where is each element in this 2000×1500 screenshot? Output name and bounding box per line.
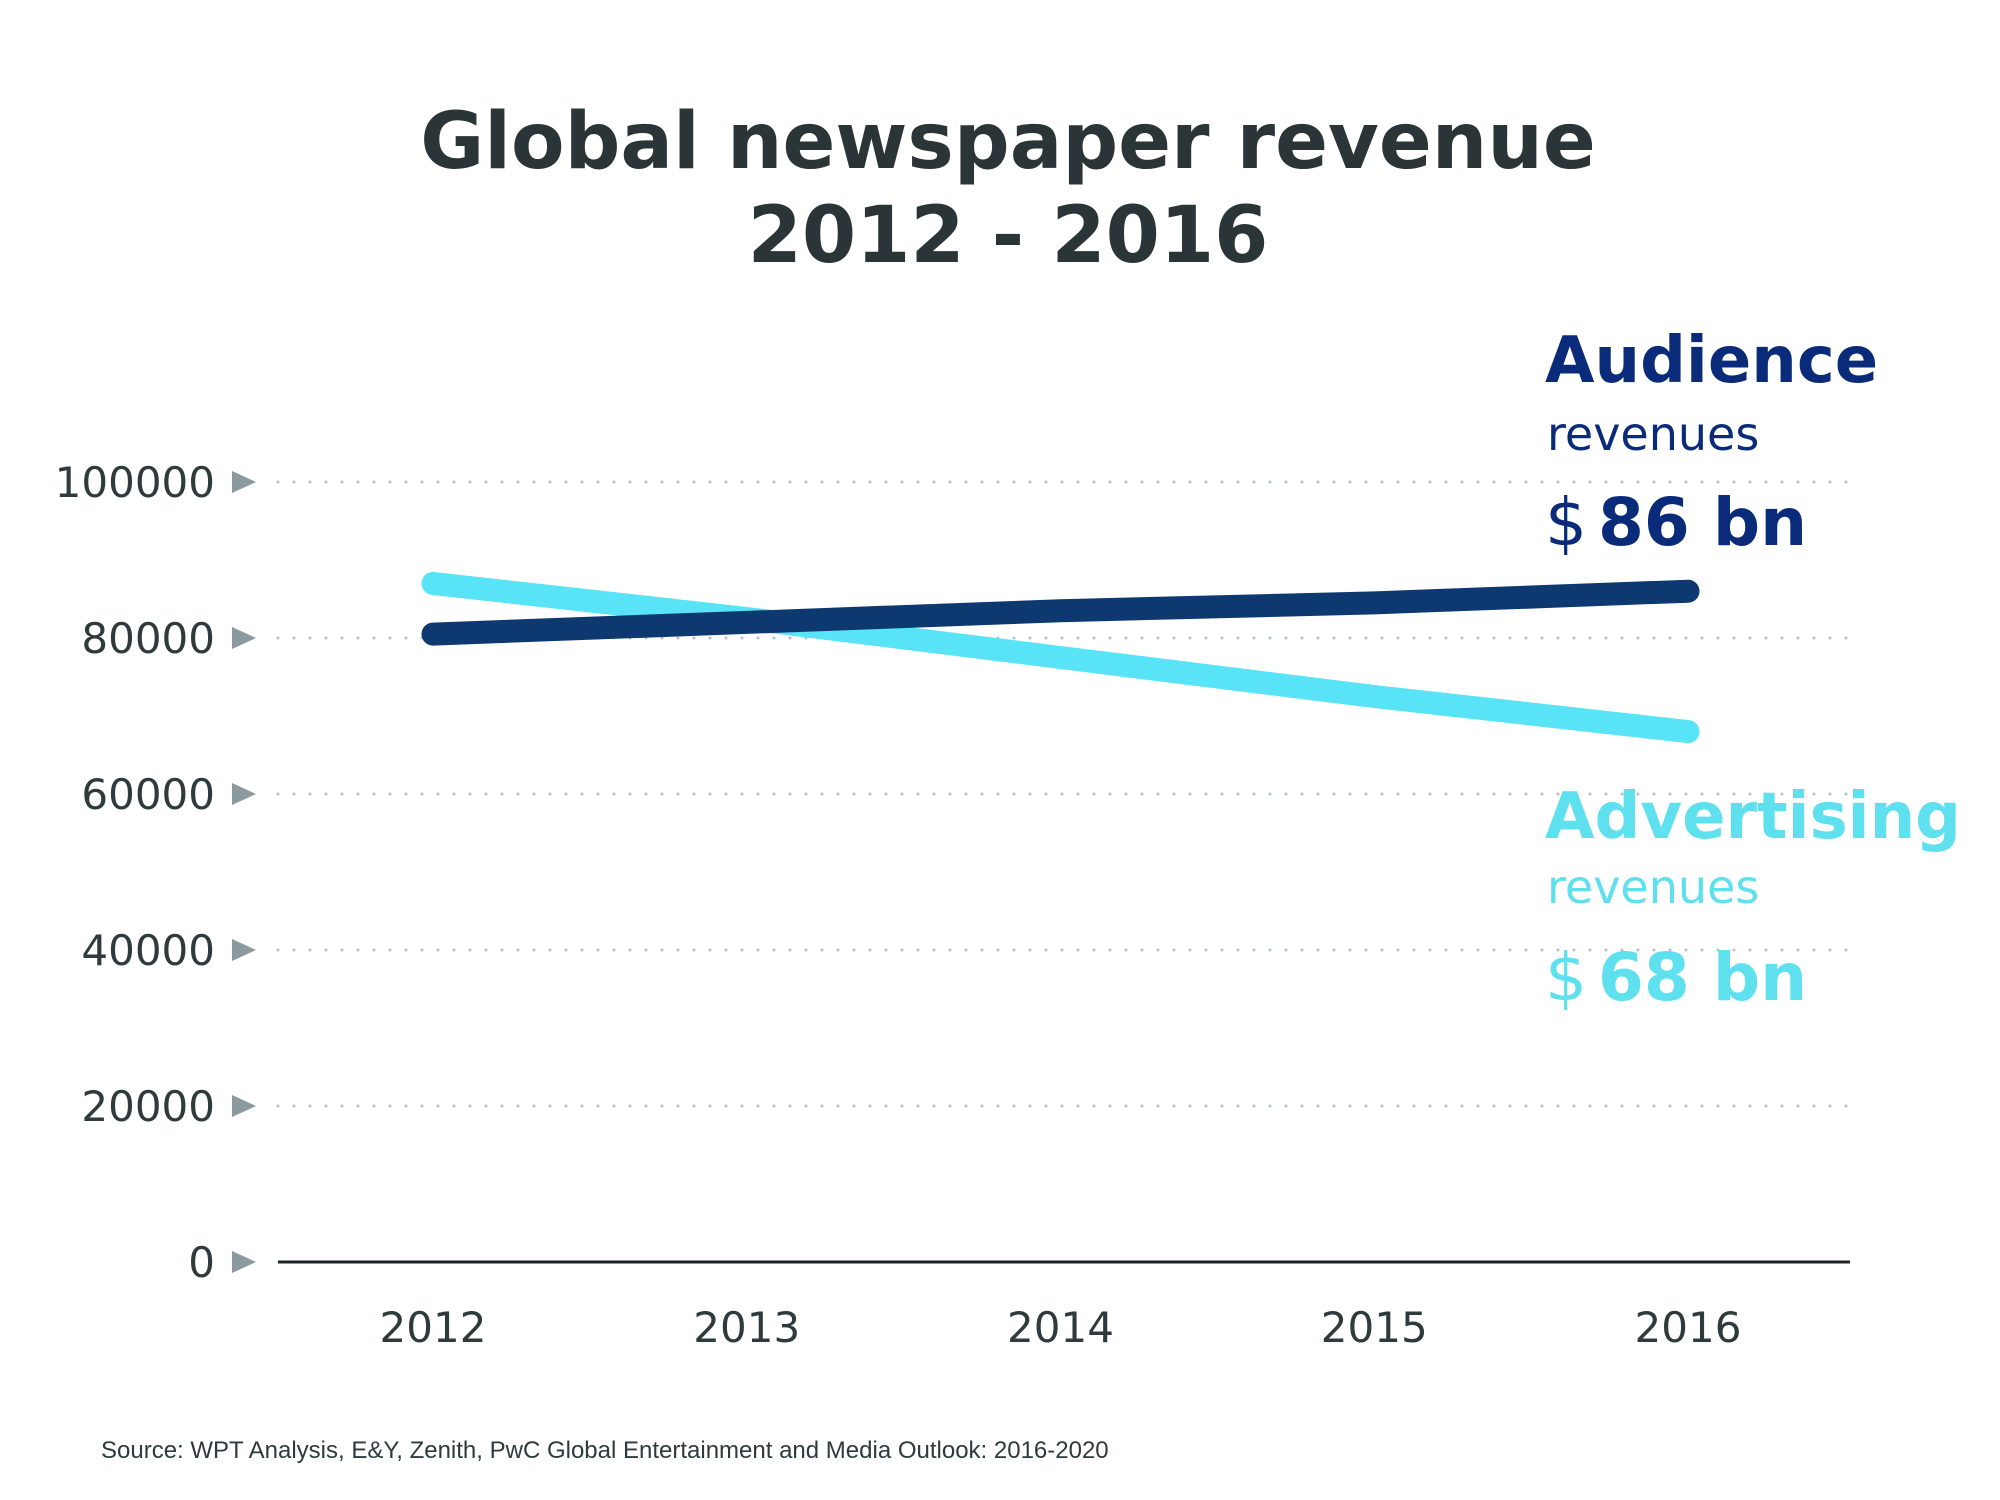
audience-heading: Audience [1545, 324, 1878, 398]
advertising-subheading: revenues [1547, 860, 1759, 914]
audience-annotation: Audience revenues $ 86 bn [1545, 324, 1878, 561]
data-point [746, 621, 748, 623]
y-tick-arrow [232, 783, 256, 805]
chart-title-line-2: 2012 - 2016 [748, 191, 1269, 281]
y-tick-label: 80000 [81, 614, 215, 663]
data-point [1060, 657, 1061, 658]
x-tick-label: 2015 [1321, 1303, 1428, 1352]
y-tick-label: 40000 [81, 926, 215, 975]
data-point [1687, 590, 1689, 592]
y-tick-arrow [232, 471, 256, 493]
y-tick-arrow [232, 1095, 256, 1117]
source-note: Source: WPT Analysis, E&Y, Zenith, PwC G… [101, 1437, 1109, 1464]
data-point [1373, 602, 1375, 604]
y-tick-arrow [232, 1251, 256, 1273]
data-point [1687, 731, 1689, 733]
y-tick-label: 100000 [55, 458, 215, 507]
y-tick-label: 20000 [81, 1082, 215, 1131]
chart-title-line-1: Global newspaper revenue [420, 97, 1596, 187]
audience-currency: $ [1545, 484, 1587, 561]
advertising-heading: Advertising [1545, 780, 1961, 854]
y-tick-arrow [232, 939, 256, 961]
y-tick-label: 0 [188, 1238, 215, 1287]
advertising-currency: $ [1545, 939, 1587, 1016]
y-axis: 0 20000 40000 60000 80000 100000 [55, 458, 256, 1287]
data-point [432, 582, 434, 584]
data-point [1060, 610, 1061, 612]
advertising-amount: 68 bn [1598, 939, 1807, 1016]
data-point [432, 633, 434, 635]
x-axis: 2012 2013 2014 2015 2016 [380, 1303, 1742, 1352]
audience-amount: 86 bn [1598, 484, 1807, 561]
data-point [1373, 696, 1375, 697]
series-layer [421, 571, 1700, 744]
x-tick-label: 2016 [1635, 1303, 1742, 1352]
advertising-annotation: Advertising revenues $ 68 bn [1545, 780, 1961, 1016]
x-tick-label: 2012 [380, 1303, 487, 1352]
y-tick-arrow [232, 627, 256, 649]
y-tick-label: 60000 [81, 770, 215, 819]
x-tick-label: 2013 [693, 1303, 800, 1352]
x-tick-label: 2014 [1007, 1303, 1114, 1352]
audience-subheading: revenues [1547, 407, 1759, 461]
